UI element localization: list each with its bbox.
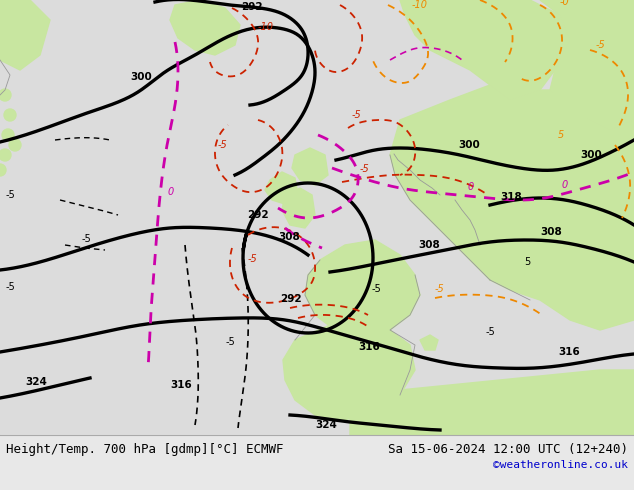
Text: Height/Temp. 700 hPa [gdmp][°C] ECMWF: Height/Temp. 700 hPa [gdmp][°C] ECMWF	[6, 442, 283, 456]
Text: 300: 300	[130, 72, 152, 82]
Text: 318: 318	[500, 192, 522, 202]
Bar	[0, 0, 634, 435]
Text: -5: -5	[596, 40, 605, 50]
Text: -5: -5	[352, 110, 362, 120]
Text: 300: 300	[458, 140, 480, 150]
Text: 292: 292	[241, 2, 263, 12]
Circle shape	[9, 139, 21, 151]
Text: 5: 5	[558, 130, 564, 140]
Polygon shape	[265, 172, 298, 205]
Text: 324: 324	[315, 420, 337, 430]
Circle shape	[0, 149, 11, 161]
Polygon shape	[350, 370, 634, 435]
Polygon shape	[420, 335, 438, 350]
Text: -5: -5	[6, 190, 16, 200]
Text: -10: -10	[412, 0, 428, 10]
Polygon shape	[283, 320, 415, 420]
Text: 308: 308	[418, 240, 440, 250]
Text: -5: -5	[226, 337, 236, 347]
Polygon shape	[0, 0, 50, 70]
Circle shape	[2, 129, 14, 141]
Polygon shape	[540, 0, 634, 130]
Text: 0: 0	[468, 182, 474, 192]
Text: -5: -5	[248, 254, 258, 264]
Polygon shape	[170, 0, 240, 55]
Text: -5: -5	[82, 234, 92, 244]
Text: 0: 0	[562, 180, 568, 190]
Circle shape	[4, 109, 16, 121]
Text: 0: 0	[168, 187, 174, 197]
Text: -10: -10	[258, 22, 274, 32]
Circle shape	[0, 89, 11, 101]
Text: Sa 15-06-2024 12:00 UTC (12+240): Sa 15-06-2024 12:00 UTC (12+240)	[388, 442, 628, 456]
Text: -5: -5	[360, 164, 370, 174]
Text: 316: 316	[558, 347, 579, 357]
Text: 316: 316	[170, 380, 191, 390]
Text: ©weatheronline.co.uk: ©weatheronline.co.uk	[493, 460, 628, 470]
Text: 316: 316	[358, 342, 380, 352]
Text: 308: 308	[540, 227, 562, 237]
Bar	[0, 435, 634, 490]
Polygon shape	[282, 188, 315, 228]
Text: 292: 292	[247, 210, 269, 220]
Text: -5: -5	[372, 284, 382, 294]
Text: 5: 5	[524, 257, 530, 267]
Text: -5: -5	[6, 282, 16, 292]
Polygon shape	[305, 240, 420, 335]
Text: 308: 308	[278, 232, 300, 242]
Polygon shape	[292, 148, 328, 185]
Polygon shape	[390, 85, 634, 330]
Text: 300: 300	[580, 150, 602, 160]
Polygon shape	[400, 0, 570, 100]
Text: -5: -5	[486, 327, 496, 337]
Text: -0: -0	[560, 0, 570, 7]
Text: 292: 292	[280, 294, 302, 304]
Text: 324: 324	[25, 377, 47, 387]
Text: -5: -5	[435, 284, 444, 294]
Circle shape	[0, 164, 6, 176]
Text: -5: -5	[218, 140, 228, 150]
